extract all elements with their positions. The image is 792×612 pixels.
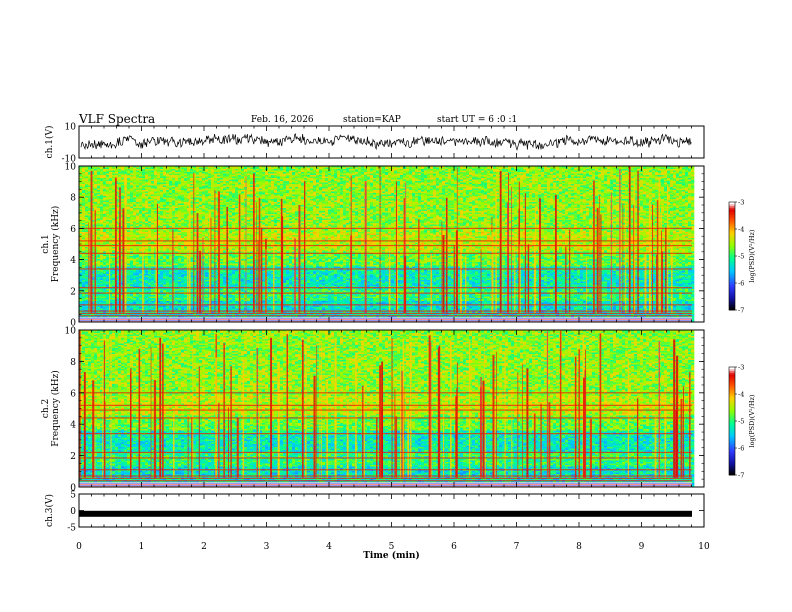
ch2-spectrogram-ytick-label: 8 (70, 358, 76, 368)
ch2-colorbar-tick: -7 (738, 472, 744, 480)
xtick-label: 9 (639, 542, 645, 552)
ch2-colorbar-tick: -4 (738, 391, 744, 399)
ch2-spectrogram-ytick-label: 0 (70, 484, 76, 494)
ch1-spectrogram-ytick-label: 8 (70, 194, 76, 204)
ch2-spectrogram-heatmap (79, 330, 704, 487)
chart-title: VLF Spectra (79, 112, 155, 126)
ch3-waveform-ytick-label: -5 (67, 524, 76, 534)
xtick-label: 2 (201, 542, 207, 552)
ch1-waveform-ylabel: ch.1(V) (44, 126, 55, 159)
ch2-spectrogram-ytick-label: 2 (70, 452, 76, 462)
ch2-spectrogram-ytick-label: 4 (70, 421, 76, 431)
ch1-waveform-ytick-label: 10 (65, 123, 77, 133)
ch1-colorbar-tick: -4 (738, 226, 744, 234)
ch2-spectrogram-ytick-label: 6 (70, 389, 76, 399)
ch2-spectrogram-ytick-label: 10 (65, 327, 77, 337)
ch1-colorbar-tick: -6 (738, 280, 744, 288)
ch1-spectrogram-ytick-label: 0 (70, 319, 76, 329)
ch1-spectrogram-ylabel: ch.1Frequency (kHz) (41, 206, 61, 283)
ch1-spectrogram-ytick-label: 4 (70, 256, 76, 266)
ch2-colorbar-label: log(PSD)(V²/Hz) (748, 394, 756, 447)
xtick-label: 3 (264, 542, 270, 552)
ch2-colorbar (728, 366, 736, 476)
ch1-spectrogram-ytick-label: 10 (65, 163, 77, 173)
xtick-label: 8 (576, 542, 582, 552)
station-label: station=KAP (343, 115, 401, 125)
ch2-spectrogram-ylabel: ch.2Frequency (kHz) (41, 370, 61, 447)
date-label: Feb. 16, 2026 (251, 115, 314, 125)
x-axis-label: Time (min) (363, 550, 420, 561)
ch1-colorbar-tick: -5 (738, 253, 744, 261)
ch1-waveform-ytick-label: -10 (62, 155, 77, 165)
xtick-label: 1 (139, 542, 145, 552)
ch3-waveform-line (79, 510, 692, 517)
xtick-label: 0 (76, 542, 82, 552)
ch2-colorbar-tick: -6 (738, 445, 744, 453)
ch3-waveform-ytick-label: 5 (70, 491, 76, 501)
xtick-label: 6 (451, 542, 457, 552)
ch1-colorbar (728, 201, 736, 311)
ch1-colorbar-label: log(PSD)(V²/Hz) (748, 229, 756, 282)
ch1-colorbar-tick: -3 (738, 199, 744, 207)
ch3-waveform-ylabel: ch.3(V) (44, 494, 55, 527)
xtick-label: 5 (389, 542, 395, 552)
ch1-spectrogram-heatmap (79, 166, 704, 322)
ch2-colorbar-tick: -3 (738, 364, 744, 372)
ch2-colorbar-tick: -5 (738, 418, 744, 426)
ch1-spectrogram-ytick-label: 2 (70, 287, 76, 297)
xtick-label: 7 (514, 542, 520, 552)
xtick-label: 10 (698, 542, 710, 552)
start-ut-label: start UT = 6 :0 :1 (437, 115, 517, 125)
xtick-label: 4 (326, 542, 332, 552)
ch3-waveform-ytick-label: 0 (70, 507, 76, 517)
ch1-spectrogram-ytick-label: 6 (70, 225, 76, 235)
ch1-colorbar-tick: -7 (738, 307, 744, 315)
ch1-waveform-line (80, 133, 692, 151)
